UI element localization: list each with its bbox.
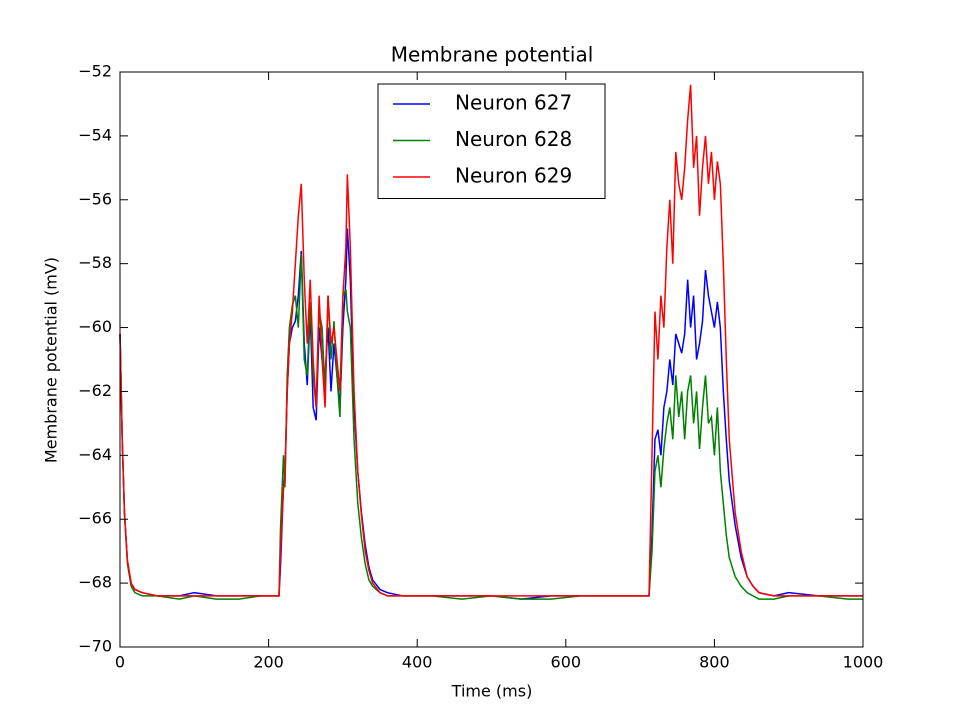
y-tick-label: −52	[78, 62, 112, 81]
y-tick-label: −66	[78, 509, 112, 528]
y-tick-label: −58	[78, 253, 112, 272]
legend-label: Neuron 629	[455, 164, 572, 188]
x-tick-label: 200	[253, 653, 284, 672]
y-tick-label: −62	[78, 381, 112, 400]
x-tick-label: 600	[551, 653, 582, 672]
x-tick-label: 400	[402, 653, 433, 672]
plot-frame	[119, 71, 864, 648]
x-tick-label: 800	[699, 653, 730, 672]
x-axis-label: Time (ms)	[451, 682, 533, 701]
x-tick-label: 1000	[843, 653, 884, 672]
y-tick-label: −54	[78, 125, 112, 144]
y-axis-label: Membrane potential (mV)	[42, 257, 61, 463]
chart-title: Membrane potential	[391, 43, 594, 67]
x-tick-label: 0	[115, 653, 125, 672]
line-series	[119, 84, 863, 597]
y-tick-label: −56	[78, 189, 112, 208]
legend-label: Neuron 628	[455, 127, 572, 151]
y-tick-label: −60	[78, 317, 112, 336]
y-tick-label: −68	[78, 573, 112, 592]
y-tick-label: −70	[78, 637, 112, 656]
y-tick-label: −64	[78, 445, 112, 464]
legend-label: Neuron 627	[455, 91, 572, 115]
